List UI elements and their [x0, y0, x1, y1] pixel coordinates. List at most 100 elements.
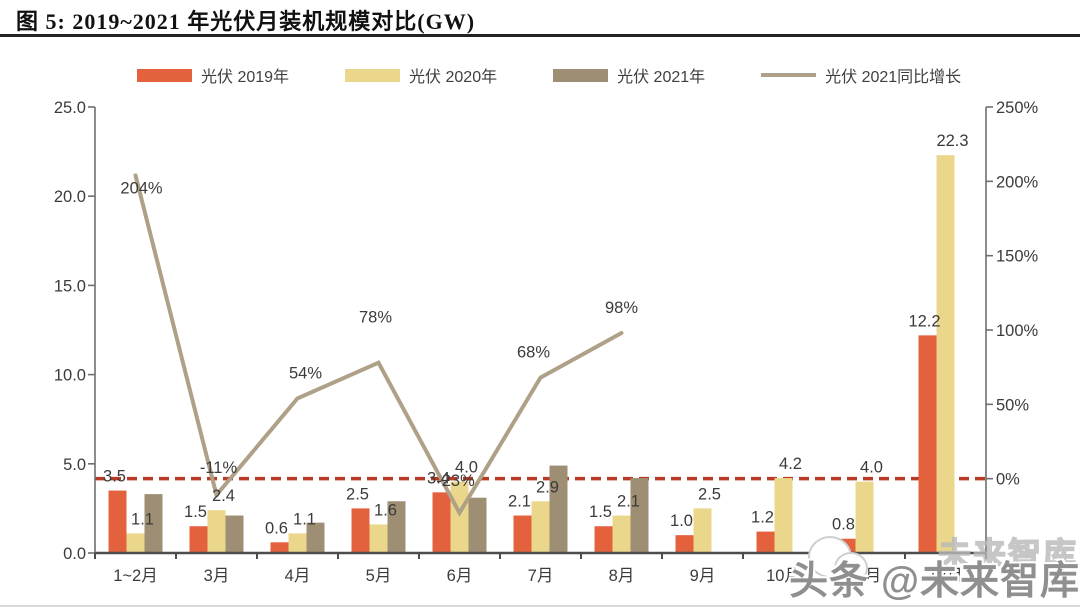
- legend-item-yoy-growth: 光伏 2021同比增长: [761, 63, 961, 87]
- bar: [189, 526, 208, 553]
- figure-title-bar: 图 5: 2019~2021 年光伏月装机规模对比(GW): [0, 0, 1080, 34]
- bar: [369, 524, 388, 553]
- bar-data-label: 4.0: [455, 459, 478, 477]
- bar-data-label: 1.5: [589, 503, 612, 521]
- growth-data-label: 204%: [120, 179, 163, 197]
- bar: [936, 155, 955, 553]
- bar: [288, 533, 307, 553]
- x-axis-category-label: 4月: [285, 567, 311, 585]
- right-axis-tick-label: 100%: [996, 322, 1039, 340]
- bar-data-label: 1.1: [131, 510, 154, 528]
- right-axis-tick-label: 150%: [996, 248, 1039, 266]
- growth-data-label: 78%: [359, 309, 392, 327]
- bar-data-label: 4.0: [860, 459, 883, 477]
- bar-data-label: 1.2: [751, 509, 774, 527]
- growth-data-label: 54%: [289, 364, 322, 382]
- bar: [675, 535, 694, 553]
- x-axis-category-label: 9月: [690, 567, 716, 585]
- x-axis-category-label: 7月: [528, 567, 554, 585]
- bar-data-label: 3.5: [103, 468, 126, 486]
- legend-item-pv-2021: 光伏 2021年: [553, 63, 705, 87]
- x-axis-category-label: 1~2月: [113, 567, 158, 585]
- bar: [594, 526, 613, 553]
- bar-data-label: 2.5: [698, 485, 721, 503]
- bar: [387, 501, 406, 553]
- bar-data-label: 2.4: [212, 487, 235, 505]
- legend-swatch-2019: [137, 68, 192, 82]
- right-axis-tick-label: 0%: [996, 471, 1020, 489]
- left-axis-tick-label: 0.0: [63, 545, 86, 563]
- bar: [513, 515, 532, 553]
- x-axis-category-label: 8月: [609, 567, 635, 585]
- bar: [432, 492, 451, 553]
- bar: [468, 497, 487, 553]
- bar-data-label: 1.1: [293, 510, 316, 528]
- x-axis-category-label: 5月: [366, 567, 392, 585]
- bar: [270, 542, 289, 553]
- legend-label-growth: 光伏 2021同比增长: [825, 69, 962, 86]
- growth-data-label: -23%: [436, 472, 475, 490]
- bars-光伏 2020年: [126, 155, 955, 553]
- bars-光伏 2019年: [108, 335, 937, 553]
- bar: [306, 522, 325, 553]
- bar: [756, 531, 775, 553]
- left-axis-tick-label: 10.0: [54, 367, 86, 385]
- bar: [549, 465, 568, 553]
- bar-value-labels: 3.5 1.5 0.6 2.5 3.4 2.1 1.5 1.0 1.2 0.8 12.2 1.1 2.4…: [103, 132, 969, 537]
- bar: [693, 508, 712, 553]
- bar-data-label: 22.3: [936, 132, 968, 150]
- chart-legend: 光伏 2019年 光伏 2020年 光伏 2021年 光伏 2021同比增长: [137, 62, 961, 88]
- bar: [108, 490, 127, 553]
- bar: [126, 533, 145, 553]
- bar-data-label: 2.5: [346, 485, 369, 503]
- legend-item-pv-2019: 光伏 2019年: [137, 63, 289, 87]
- growth-data-label: 68%: [517, 344, 550, 362]
- right-axis-tick-label: 250%: [996, 99, 1039, 117]
- growth-data-label: 98%: [605, 299, 638, 317]
- x-axis-category-label: 6月: [447, 567, 473, 585]
- growth-labels: 204% -11% 54% 78% -23% 68% 98%: [120, 179, 638, 489]
- bar: [531, 501, 550, 553]
- growth-data-label: -11%: [200, 459, 238, 477]
- left-axis-tick-label: 15.0: [54, 277, 86, 295]
- left-axis-tick-label: 20.0: [54, 188, 86, 206]
- bottom-divider: [0, 605, 1080, 607]
- bar-data-label: 1.0: [670, 512, 693, 530]
- bar-data-label: 2.1: [617, 493, 640, 511]
- right-axis-tick-label: 50%: [996, 396, 1029, 414]
- legend-label-2019: 光伏 2019年: [201, 69, 290, 86]
- legend-swatch-2021: [553, 68, 609, 82]
- bar-data-label: 0.8: [832, 516, 855, 534]
- bar: [450, 481, 469, 553]
- bar: [630, 478, 649, 553]
- bar: [918, 335, 937, 553]
- title-divider: [0, 34, 1080, 37]
- bar: [612, 515, 631, 553]
- x-axis-category-label: 11月: [848, 567, 882, 585]
- bar-data-label: 12.2: [908, 312, 940, 330]
- x-axis-category-label: 12月: [928, 567, 963, 585]
- legend-swatch-growth-line: [761, 73, 817, 77]
- bar-data-label: 1.5: [184, 503, 207, 521]
- bar-data-label: 2.1: [508, 493, 531, 511]
- bars-光伏 2021年: [144, 465, 649, 553]
- legend-label-2021: 光伏 2021年: [617, 69, 706, 86]
- figure-title: 图 5: 2019~2021 年光伏月装机规模对比(GW): [16, 9, 476, 34]
- legend-item-pv-2020: 光伏 2020年: [345, 63, 497, 87]
- bar: [855, 481, 874, 553]
- legend-swatch-2020: [345, 68, 401, 82]
- bar: [144, 494, 163, 553]
- left-axis-tick-label: 25.0: [54, 99, 86, 117]
- bar: [207, 510, 226, 553]
- x-axis-category-label: 10月: [766, 567, 801, 585]
- bar: [351, 508, 370, 553]
- bar-data-label: 2.9: [536, 478, 559, 496]
- legend-label-2020: 光伏 2020年: [409, 69, 498, 86]
- yoy-growth-line: [133, 173, 624, 517]
- bar-data-label: 3.4: [427, 469, 450, 487]
- bar-data-label: 4.2: [779, 455, 802, 473]
- bar-data-label: 1.6: [374, 501, 397, 519]
- x-axis-category-label: 3月: [204, 567, 230, 585]
- bar: [774, 478, 793, 553]
